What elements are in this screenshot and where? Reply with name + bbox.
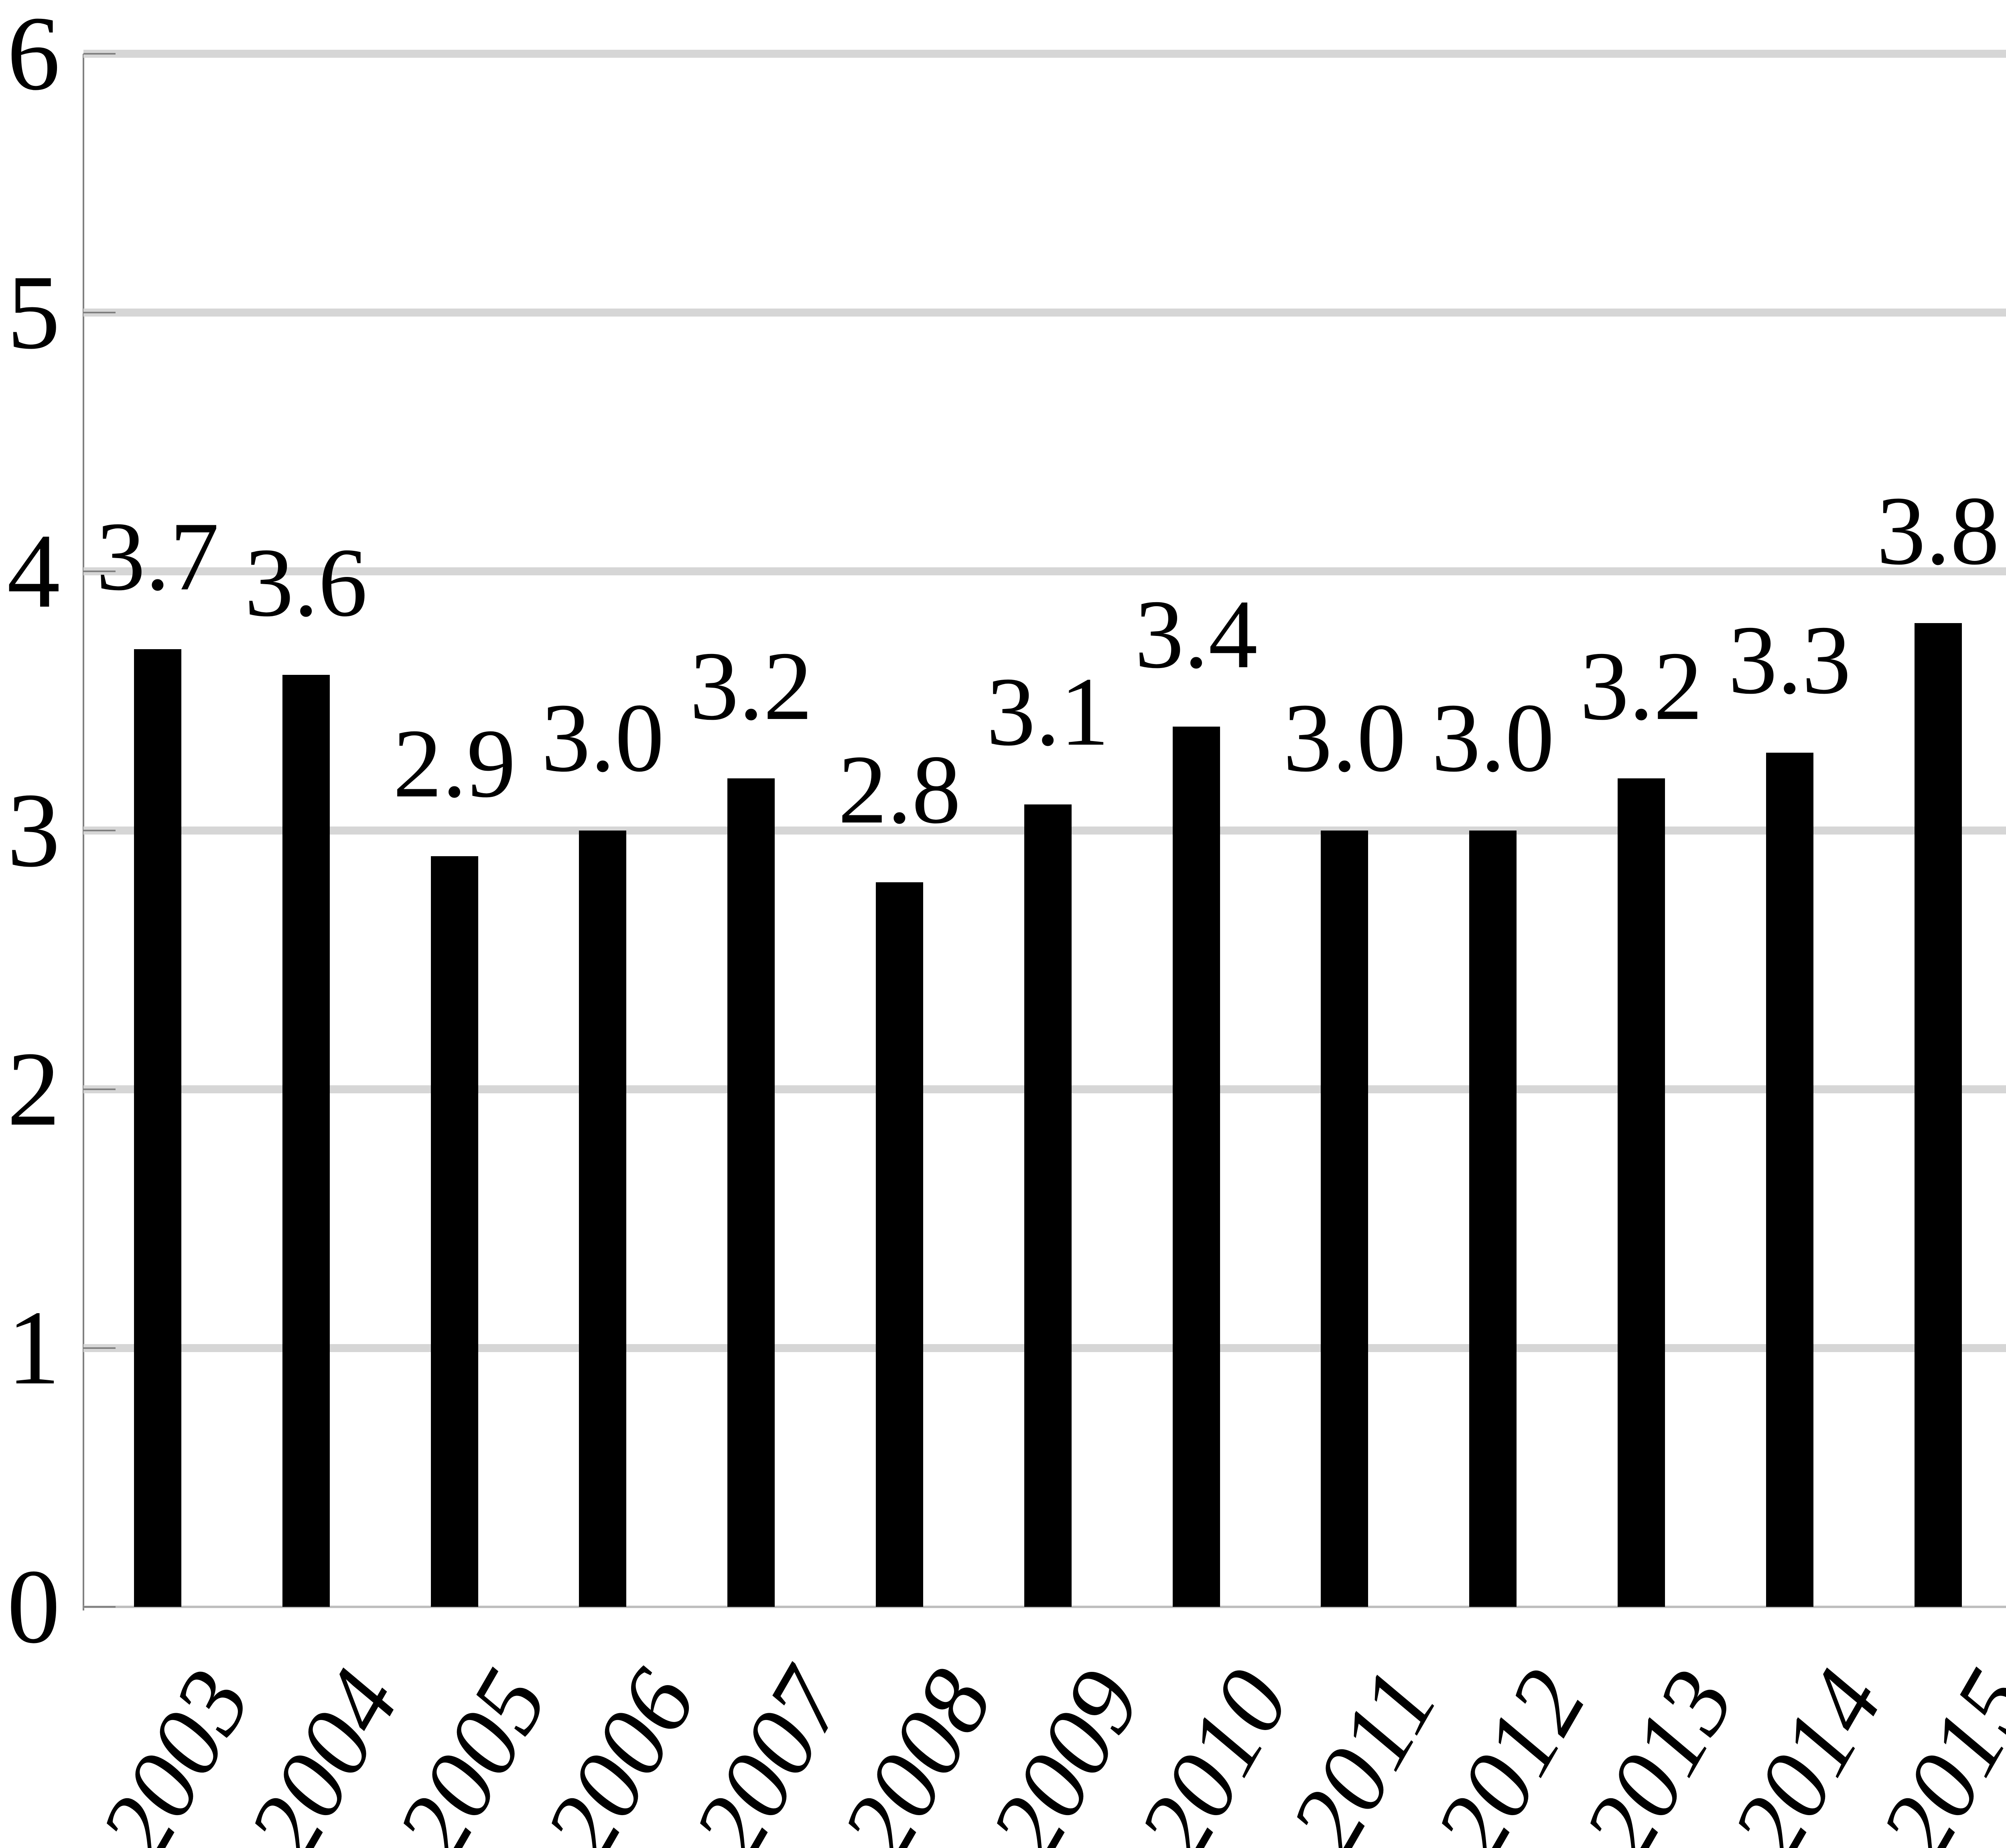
y-axis-label: 4 bbox=[7, 512, 61, 630]
bar-value-label: 3.3 bbox=[1728, 605, 1851, 715]
y-axis-tick bbox=[83, 1347, 116, 1349]
bar-value-label: 3.1 bbox=[986, 657, 1109, 766]
y-axis-label: 5 bbox=[7, 254, 61, 372]
bar bbox=[727, 778, 775, 1607]
bar bbox=[1321, 830, 1368, 1607]
x-axis-label: 2015 bbox=[1859, 1652, 2006, 1848]
gridline bbox=[83, 567, 2006, 576]
x-axis-line bbox=[83, 1606, 2006, 1608]
y-axis-tick bbox=[83, 312, 116, 314]
bar bbox=[1024, 804, 1072, 1607]
bar bbox=[1172, 727, 1220, 1607]
bar bbox=[1914, 623, 1962, 1607]
bar-value-label: 3.7 bbox=[96, 502, 219, 611]
y-axis-tick bbox=[83, 53, 116, 55]
bar bbox=[579, 830, 627, 1607]
bar bbox=[430, 856, 478, 1607]
gridline bbox=[83, 309, 2006, 317]
bar bbox=[1469, 830, 1517, 1607]
y-axis-label: 0 bbox=[7, 1548, 61, 1665]
bar-value-label: 3.2 bbox=[1580, 631, 1703, 740]
bar-value-label: 3.0 bbox=[1431, 683, 1555, 792]
bar bbox=[875, 882, 923, 1607]
y-axis-tick bbox=[83, 829, 116, 831]
bar-value-label: 3.6 bbox=[244, 528, 367, 637]
bar bbox=[134, 649, 181, 1607]
bar-value-label: 3.4 bbox=[1135, 579, 1258, 688]
bar-value-label: 3.2 bbox=[689, 631, 813, 740]
y-axis-label: 6 bbox=[7, 0, 61, 112]
bar bbox=[1766, 752, 1813, 1607]
y-axis-label: 3 bbox=[7, 771, 61, 889]
bar-value-label: 3.0 bbox=[541, 683, 664, 792]
bar-value-label: 3.0 bbox=[1283, 683, 1406, 792]
y-axis-tick bbox=[83, 1606, 116, 1608]
y-axis-label: 2 bbox=[7, 1030, 61, 1148]
gridline bbox=[83, 50, 2006, 58]
bar bbox=[282, 675, 330, 1607]
bar bbox=[1617, 778, 1665, 1607]
y-axis-label: 1 bbox=[7, 1289, 61, 1407]
bar-value-label: 2.8 bbox=[838, 735, 961, 844]
y-axis-tick bbox=[83, 1088, 116, 1090]
bar-value-label: 3.8 bbox=[1876, 476, 2000, 585]
bar-value-label: 2.9 bbox=[393, 709, 516, 818]
y-axis-tick bbox=[83, 571, 116, 573]
